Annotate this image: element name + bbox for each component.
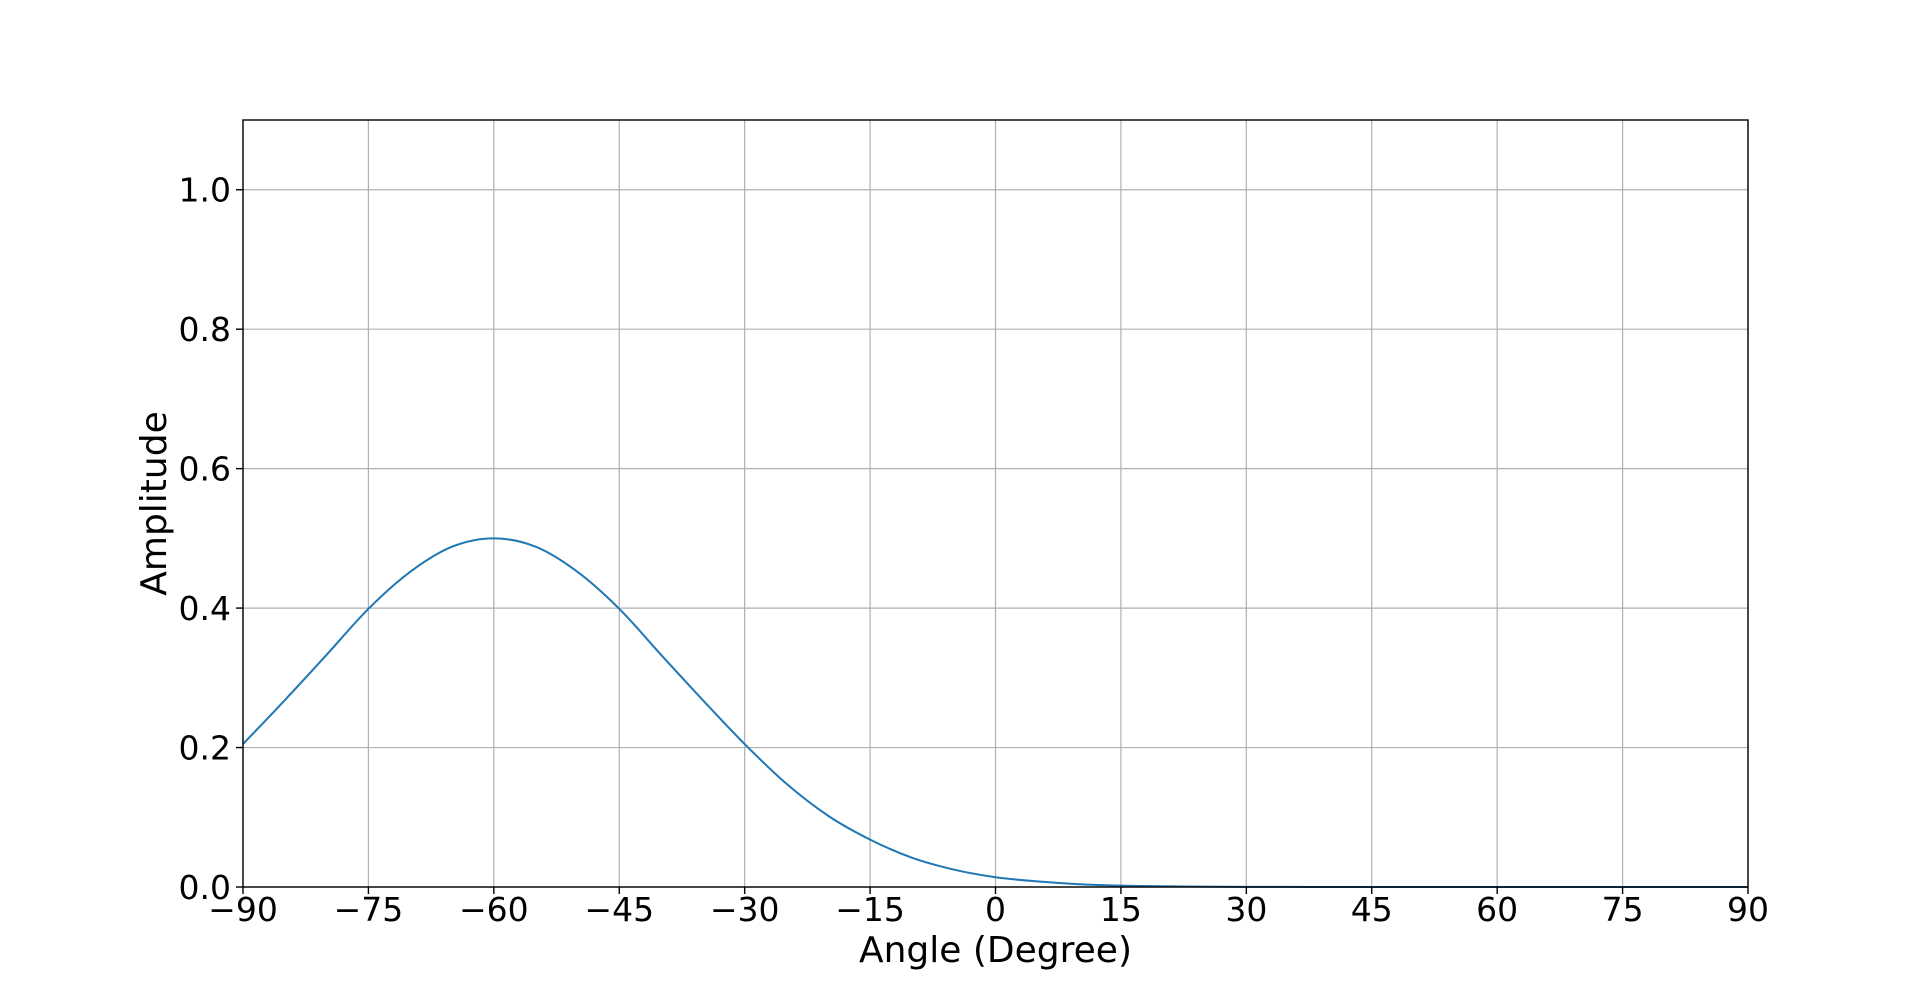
x-tick-label: 90 bbox=[1727, 890, 1769, 929]
ticks bbox=[236, 189, 1749, 894]
y-tick-label: 0.0 bbox=[179, 868, 231, 907]
y-tick-label: 0.8 bbox=[179, 310, 231, 349]
x-axis-title: Angle (Degree) bbox=[859, 930, 1132, 971]
x-tick-label: −15 bbox=[835, 890, 905, 929]
x-tick-label: −45 bbox=[584, 890, 654, 929]
x-tick-label: 75 bbox=[1602, 890, 1644, 929]
y-tick-label: 0.6 bbox=[179, 450, 231, 489]
x-tick-labels: −90 −75 −60 −45 −30 −15 0 15 30 45 60 75 90 bbox=[208, 890, 1769, 929]
x-tick-label: 30 bbox=[1225, 890, 1267, 929]
x-tick-label: 0 bbox=[985, 890, 1006, 929]
y-tick-label: 0.2 bbox=[179, 729, 231, 768]
x-tick-label: −60 bbox=[459, 890, 529, 929]
x-tick-label: −75 bbox=[334, 890, 404, 929]
grid-lines bbox=[242, 120, 1749, 888]
y-tick-label: 1.0 bbox=[179, 171, 231, 210]
y-axis-title: Amplitude bbox=[134, 411, 175, 595]
x-tick-label: −90 bbox=[208, 890, 278, 929]
x-tick-label: 15 bbox=[1100, 890, 1142, 929]
y-tick-labels: 0.0 0.2 0.4 0.6 0.8 1.0 bbox=[179, 171, 231, 907]
x-tick-label: 45 bbox=[1351, 890, 1393, 929]
x-tick-label: 60 bbox=[1476, 890, 1518, 929]
x-tick-label: −30 bbox=[710, 890, 780, 929]
y-tick-label: 0.4 bbox=[179, 589, 231, 628]
